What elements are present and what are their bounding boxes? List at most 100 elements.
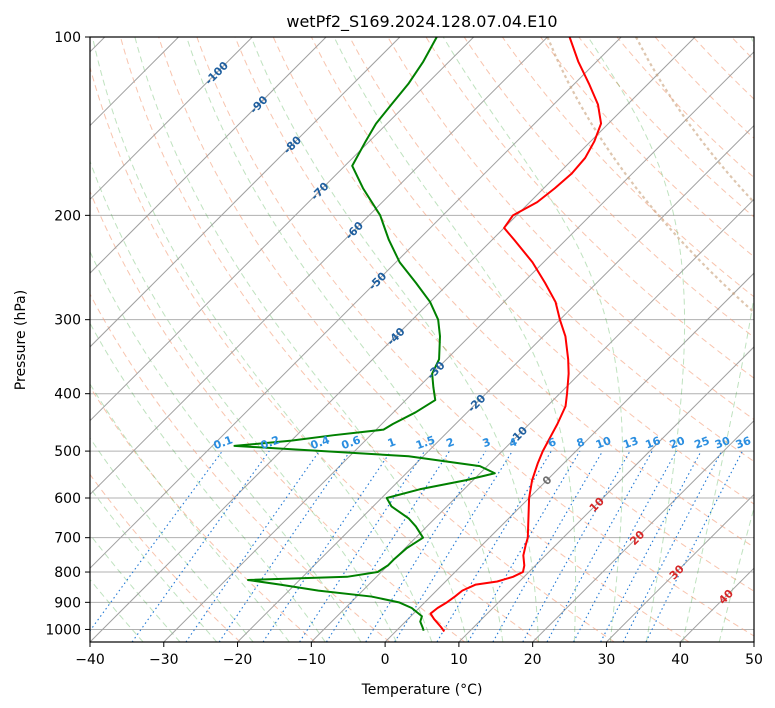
mixing-ratio-label: 20 (668, 434, 687, 452)
mixing-ratio-line (185, 450, 320, 642)
mixing-ratio-line (325, 450, 450, 642)
y-tick-label: 400 (54, 387, 81, 403)
dry-adiabat (539, 37, 754, 258)
plot-frame (89, 36, 755, 643)
dry-adiabat (234, 37, 754, 592)
isotherm (532, 419, 754, 642)
dry-adiabat (272, 37, 754, 548)
x-tick-label: −30 (149, 652, 179, 668)
dry-adiabat (578, 37, 754, 218)
moist-adiabat (90, 322, 326, 642)
mixing-ratio-label: 36 (734, 434, 753, 452)
y-axis-label: Pressure (hPa) (13, 290, 29, 390)
isotherm (90, 37, 622, 569)
mixing-ratio-line (546, 450, 653, 642)
mixing-ratio-line (573, 450, 677, 642)
dry-adiabat (387, 37, 754, 421)
dry-adiabat (90, 473, 241, 642)
mixing-ratio-line (90, 450, 223, 632)
moist-adiabat (90, 578, 144, 642)
moist-adiabat (90, 533, 181, 642)
isotherm (606, 493, 754, 642)
isotherm (90, 37, 475, 422)
dewpoint-profile (233, 37, 496, 632)
isotherm-label: -80 (281, 133, 304, 156)
temperature-profile (429, 37, 603, 633)
dry-adiabat (90, 65, 540, 642)
mixing-ratio-label: 3 (481, 435, 493, 450)
y-tick-label: 200 (54, 208, 81, 224)
y-tick-label: 900 (54, 595, 81, 611)
isotherm (163, 51, 754, 642)
mixing-ratio-label: 2 (444, 435, 456, 450)
y-tick-label: 100 (54, 30, 81, 46)
isotherm (310, 198, 754, 642)
moist-adiabat (90, 250, 362, 642)
isotherm (90, 37, 696, 642)
x-tick-label: −10 (297, 652, 327, 668)
plot-area: -100-90-80-70-60-50-40-30-20-10010203040… (90, 31, 775, 642)
isotherm (384, 272, 754, 642)
isotherm-label: -70 (308, 180, 331, 203)
mixing-ratio-label: 0.1 (212, 433, 235, 452)
dry-adiabat (654, 37, 754, 139)
isotherm (753, 641, 754, 642)
y-tick-label: 1000 (45, 622, 81, 638)
dry-adiabat (763, 31, 775, 642)
moist-adiabat (718, 506, 754, 642)
moist-adiabat (442, 37, 624, 642)
x-tick-label: −40 (75, 652, 105, 668)
dry-adiabat (90, 293, 391, 642)
y-tick-label: 300 (54, 313, 81, 329)
mixing-ratio-line (522, 450, 631, 642)
isotherm-label: -100 (202, 59, 231, 88)
x-tick-label: 30 (598, 652, 616, 668)
moist-adiabat (682, 37, 754, 642)
moist-adiabat (186, 37, 504, 642)
isotherm (237, 124, 754, 642)
mixing-ratio-label: 1.5 (414, 433, 437, 452)
dry-adiabat (730, 37, 754, 61)
mixing-ratio-label: 4 (507, 435, 519, 450)
dry-adiabat (463, 37, 754, 338)
mixing-ratio-line (299, 450, 426, 642)
x-axis-label: Temperature (°C) (361, 682, 483, 698)
dry-adiabat (349, 37, 754, 463)
dry-adiabat (692, 37, 754, 100)
mixing-ratio-line (492, 450, 604, 642)
isotherm (90, 37, 253, 201)
dry-adiabat (119, 37, 615, 642)
mixing-ratio-line (365, 450, 487, 642)
mixing-ratio-line (600, 450, 702, 642)
y-tick-label: 500 (54, 444, 81, 460)
isotherm (458, 346, 754, 642)
moist-adiabat (90, 383, 290, 642)
mixing-ratio-label: 0.4 (309, 433, 332, 452)
y-tick-label: 800 (54, 565, 81, 581)
x-tick-label: 40 (671, 652, 689, 668)
x-tick-label: 0 (381, 652, 390, 668)
mixing-ratio-label: 16 (644, 434, 663, 452)
x-tick-label: 20 (524, 652, 542, 668)
mixing-ratio-label: 25 (693, 434, 712, 451)
mixing-ratio-label: 0.6 (340, 433, 363, 452)
y-tick-label: 700 (54, 531, 81, 547)
y-tick-label: 600 (54, 491, 81, 507)
moist-adiabat (90, 159, 397, 642)
isotherm (90, 37, 327, 274)
mixing-ratio-label: 13 (621, 434, 640, 451)
dry-adiabat (616, 37, 754, 179)
x-tick-label: 10 (450, 652, 468, 668)
mixing-ratio-line (622, 450, 723, 642)
moist-adiabat (90, 437, 254, 642)
mixing-ratio-label: 30 (713, 434, 732, 452)
dry-adiabat (310, 37, 754, 505)
mixing-ratio-line (218, 450, 351, 642)
mixing-ratio-label: 1 (386, 435, 398, 450)
moist-adiabat (333, 37, 577, 642)
mixing-ratio-line (467, 450, 581, 642)
mixing-ratio-line (131, 450, 270, 642)
theta-e-line (546, 37, 754, 314)
moist-adiabat (91, 37, 433, 642)
